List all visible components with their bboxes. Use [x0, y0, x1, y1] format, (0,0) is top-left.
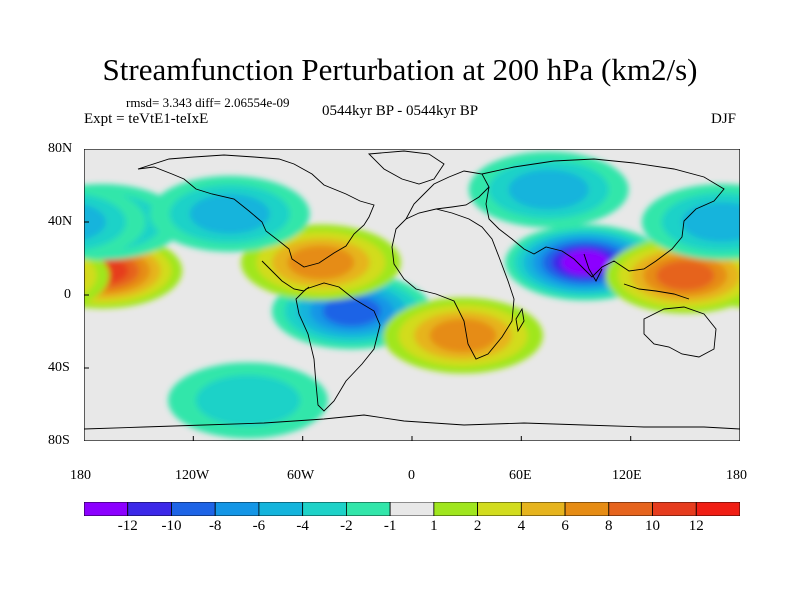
colorbar-label: -1 — [383, 518, 397, 534]
colorbar-label: -12 — [117, 518, 138, 534]
x-tick-label: 180 — [726, 468, 747, 483]
colorbar-label: 10 — [645, 518, 661, 534]
colorbar-label: 2 — [473, 518, 482, 534]
season-label: DJF — [711, 111, 737, 127]
colorbar-swatch — [652, 502, 697, 516]
contour-canada-low — [189, 194, 270, 234]
y-tick-label: 0 — [64, 287, 71, 302]
colorbar-label: -4 — [296, 518, 309, 534]
colorbar-label: -8 — [208, 518, 222, 534]
colorbar-label: 12 — [688, 518, 704, 534]
colorbar-swatch — [520, 502, 566, 516]
x-tick-label: 60W — [287, 468, 315, 483]
colorbar-swatch — [127, 502, 172, 516]
y-tick-label: 40S — [48, 360, 70, 375]
x-tick-label: 120E — [612, 468, 642, 483]
contour-ne-pacific-low — [84, 204, 106, 240]
period-label: 0544kyr BP - 0544kyr BP — [322, 103, 479, 119]
colorbar-swatch — [608, 502, 653, 516]
coastline-greenland — [367, 150, 445, 185]
contour-southern-ocean-low — [196, 375, 300, 426]
coastline-south-america — [295, 282, 381, 412]
experiment-label: Expt = teVtE1-teIxE — [84, 111, 209, 127]
coastlines — [84, 150, 740, 430]
contour-south-africa-high — [429, 318, 497, 353]
y-tick-label: 40N — [48, 214, 73, 229]
chart-title: Streamfunction Perturbation at 200 hPa (… — [102, 52, 698, 87]
x-tick-label: 0 — [408, 468, 415, 483]
contour-north-atlantic-high — [287, 245, 355, 280]
coastline-india — [583, 253, 603, 282]
contour-ne-pacific-low — [681, 202, 740, 242]
coastline-africa — [391, 208, 515, 360]
contour-south-atlantic-low — [322, 296, 381, 326]
colorbar-label: 8 — [605, 518, 613, 534]
map-plot — [84, 149, 740, 441]
colorbar-label: -6 — [252, 518, 266, 534]
colorbar-label: -2 — [340, 518, 353, 534]
coastline-north-america — [137, 154, 375, 268]
colorbar-swatch — [214, 502, 260, 516]
x-tick-label: 120W — [175, 468, 210, 483]
colorbar-swatch — [389, 502, 435, 516]
stats-label: rmsd= 3.343 diff= 2.06554e-09 — [126, 95, 290, 110]
colorbar-swatch — [171, 502, 216, 516]
contour-western-pacific-high — [656, 260, 715, 291]
colorbar-swatch — [477, 502, 522, 516]
x-tick-label: 180 — [70, 468, 91, 483]
contour-arctic-siberia-low — [508, 169, 589, 210]
coastline-indonesia — [623, 283, 690, 300]
colorbar-swatch — [564, 502, 610, 516]
colorbar-swatch — [433, 502, 479, 516]
colorbar-swatch — [695, 502, 740, 516]
colorbar-label: 4 — [517, 518, 526, 534]
contour-western-pacific-high — [84, 247, 110, 304]
y-tick-label: 80S — [48, 433, 70, 448]
coastline-australia — [643, 306, 717, 358]
colorbar-label: -10 — [161, 518, 182, 534]
colorbar-swatch — [302, 502, 347, 516]
coastline-europe — [405, 170, 490, 220]
colorbar — [84, 502, 740, 516]
y-tick-label: 80N — [48, 141, 73, 156]
contour-western-pacific-high — [84, 256, 97, 295]
colorbar-swatch — [84, 502, 129, 516]
coastline-asia — [481, 158, 725, 278]
colorbar-swatch — [345, 502, 391, 516]
colorbar-swatch — [258, 502, 304, 516]
coastline-antarctica — [84, 414, 740, 430]
x-tick-label: 60E — [509, 468, 532, 483]
contour-asian-high — [561, 250, 610, 275]
colorbar-label: 6 — [561, 518, 569, 534]
coastline-madagascar — [515, 307, 525, 333]
colorbar-label: 1 — [430, 518, 438, 534]
